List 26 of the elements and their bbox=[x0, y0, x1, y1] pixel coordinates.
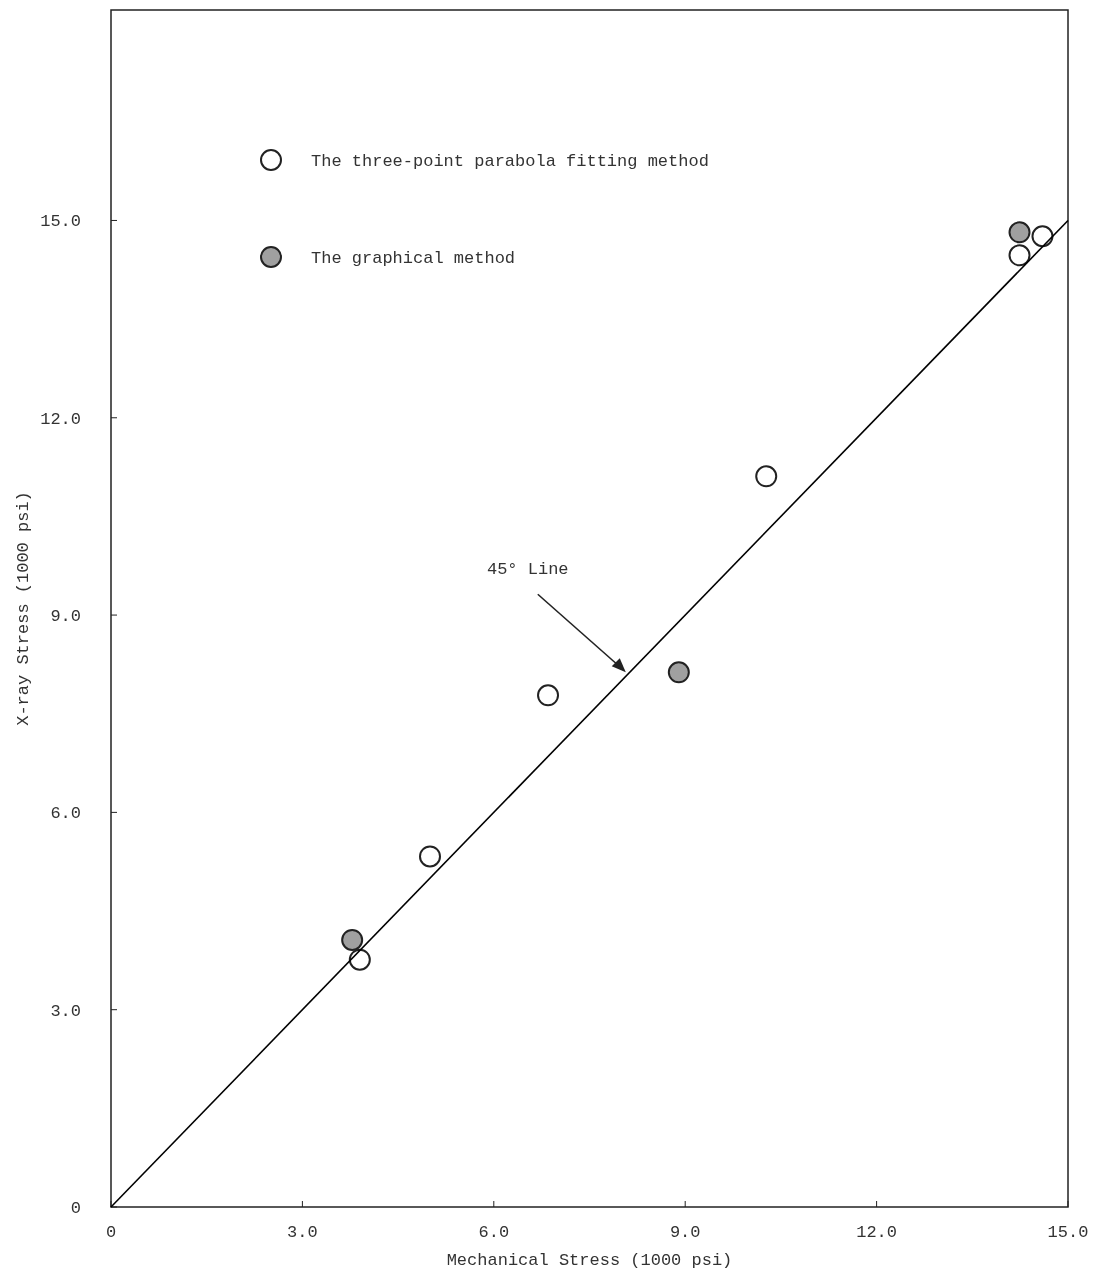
annotation: 45° Line bbox=[486, 560, 569, 580]
point bbox=[755, 465, 778, 488]
legend-label: The three-point parabola fitting method bbox=[311, 151, 709, 171]
point bbox=[667, 661, 690, 684]
point bbox=[348, 948, 371, 971]
y-axis-title: X-ray Stress (1000 psi) bbox=[14, 491, 33, 726]
x-tick-label: 15.0 bbox=[1047, 1223, 1089, 1242]
y-tick-label: 12.0 bbox=[40, 409, 81, 429]
point bbox=[341, 928, 364, 951]
point bbox=[537, 684, 560, 707]
point bbox=[1031, 225, 1054, 248]
x-axis-title: Mechanical Stress (1000 psi) bbox=[446, 1251, 733, 1270]
x-tick-label: 12.0 bbox=[856, 1223, 898, 1242]
point bbox=[419, 845, 441, 868]
y-tick-label: 3.0 bbox=[50, 1001, 81, 1021]
x-tick-label: 6.0 bbox=[478, 1223, 510, 1242]
y-tick-label: 9.0 bbox=[50, 607, 81, 627]
legend-label: The graphical method bbox=[311, 248, 516, 268]
point bbox=[1008, 244, 1031, 267]
point bbox=[1008, 221, 1031, 244]
x-tick-label: 9.0 bbox=[669, 1223, 701, 1242]
y-tick-label: 0 bbox=[70, 1198, 81, 1218]
x-tick-label: 0 bbox=[105, 1223, 117, 1242]
y-tick-label: 6.0 bbox=[50, 804, 81, 824]
x-tick-label: 3.0 bbox=[287, 1223, 318, 1242]
y-tick-label: 15.0 bbox=[40, 212, 81, 232]
